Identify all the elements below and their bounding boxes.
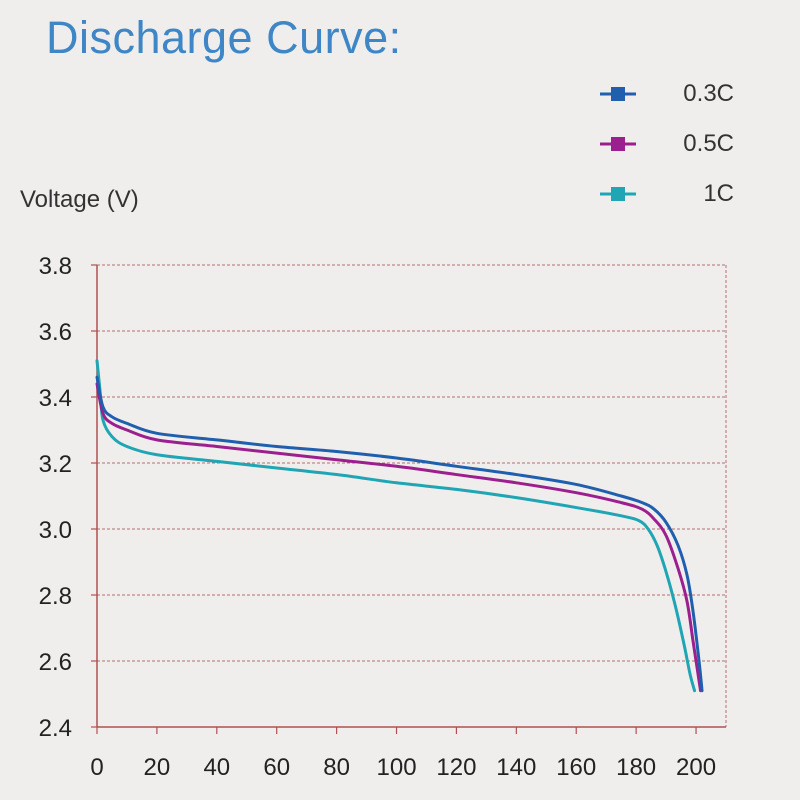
legend-label-1: 0.5C <box>683 130 734 157</box>
y-tick-label-0: 2.4 <box>39 715 72 742</box>
x-tick-label-10: 200 <box>676 754 716 781</box>
y-axis-label: Voltage (V) <box>20 186 139 213</box>
legend-label-0: 0.3C <box>683 80 734 107</box>
legend-item-1: 0.5C <box>598 128 748 178</box>
x-tick-label-7: 140 <box>496 754 536 781</box>
x-tick-label-9: 180 <box>616 754 656 781</box>
legend-marker-2 <box>600 187 636 201</box>
x-tick-label-5: 100 <box>377 754 417 781</box>
legend: 0.3C 0.5C 1C <box>598 78 748 228</box>
legend-marker-1 <box>600 137 636 151</box>
y-tick-label-1: 2.6 <box>39 649 72 676</box>
legend-label-2: 1C <box>703 180 734 207</box>
chart-title: Discharge Curve: <box>46 12 402 63</box>
y-tick-label-7: 3.8 <box>39 253 72 280</box>
legend-item-2: 1C <box>598 178 748 228</box>
series-line-0 <box>95 375 704 693</box>
y-tick-label-2: 2.8 <box>39 583 72 610</box>
series-line-2 <box>95 359 697 693</box>
legend-marker-0 <box>600 87 636 101</box>
x-tick-label-0: 0 <box>90 754 103 781</box>
x-tick-label-6: 120 <box>436 754 476 781</box>
y-tick-label-4: 3.2 <box>39 451 72 478</box>
legend-item-0: 0.3C <box>598 78 748 128</box>
y-tick-label-3: 3.0 <box>39 517 72 544</box>
y-tick-label-5: 3.4 <box>39 385 72 412</box>
x-tick-label-2: 40 <box>203 754 230 781</box>
y-tick-label-6: 3.6 <box>39 319 72 346</box>
series-line-1 <box>95 382 703 693</box>
x-tick-label-8: 160 <box>556 754 596 781</box>
x-tick-label-3: 60 <box>263 754 290 781</box>
x-tick-label-4: 80 <box>323 754 350 781</box>
x-tick-label-1: 20 <box>144 754 171 781</box>
